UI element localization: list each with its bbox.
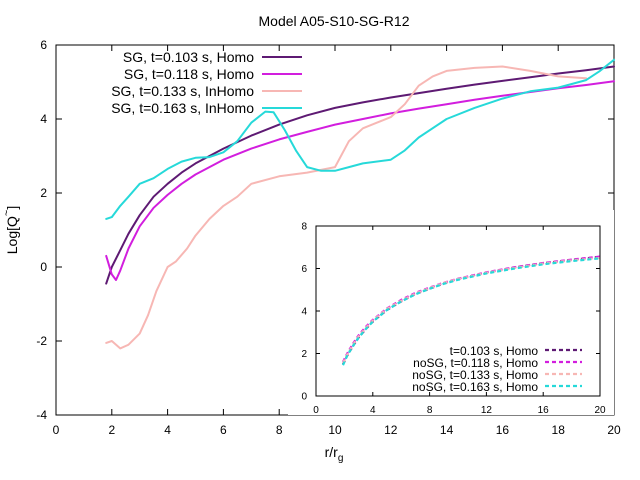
main-series-line-sg-t-0-118-s-homo xyxy=(105,80,615,281)
inset-x-tick-label: 8 xyxy=(427,405,433,416)
main-x-tick-label: 4 xyxy=(164,423,171,437)
inset-y-tick-label: 4 xyxy=(301,307,307,318)
inset-x-tick-label: 16 xyxy=(538,405,550,416)
main-y-tick-label: 6 xyxy=(40,38,47,52)
main-legend-label: SG, t=0.163 s, InHomo xyxy=(111,100,254,116)
main-x-tick-label: 6 xyxy=(220,423,227,437)
main-plot: Model A05-S10-SG-R12 0 2 4 6 8 10 12 14 16 18 20-4… xyxy=(1,13,621,464)
main-x-tick-label: 14 xyxy=(440,423,454,437)
main-y-tick-label: -2 xyxy=(36,334,47,348)
main-x-tick-label: 20 xyxy=(607,423,621,437)
inset-legend-label: noSG, t=0.163 s, Homo xyxy=(412,380,538,394)
inset-x-tick-label: 0 xyxy=(313,405,319,416)
inset-legend-label: noSG, t=0.133 s, Homo xyxy=(412,368,538,382)
main-x-tick-label: 8 xyxy=(276,423,283,437)
main-y-tick-label: 4 xyxy=(40,112,47,126)
inset-y-tick-label: 2 xyxy=(301,349,307,360)
main-y-tick-label: 0 xyxy=(40,260,47,274)
x-axis-label-subscript: g xyxy=(338,453,344,464)
inset-legend-label: noSG, t=0.118 s, Homo xyxy=(413,356,538,370)
main-legend-label: SG, t=0.133 s, InHomo xyxy=(111,83,254,99)
x-axis-label: r/rg xyxy=(325,444,344,464)
main-x-tick-label: 12 xyxy=(384,423,398,437)
inset-x-tick-label: 20 xyxy=(594,405,606,416)
inset-y-tick-label: 0 xyxy=(301,392,307,403)
main-legend-label: SG, t=0.103 s, Homo xyxy=(123,49,254,65)
y-axis-label-bracket: ] xyxy=(4,206,20,210)
inset-x-tick-label: 12 xyxy=(481,405,493,416)
main-x-tick-label: 18 xyxy=(552,423,566,437)
inset-y-tick-label: 6 xyxy=(301,264,307,275)
inset-legend-label: t=0.103 s, Homo xyxy=(450,344,539,358)
main-series-line-sg-t-0-163-s-inhomo xyxy=(105,58,615,220)
chart-title: Model A05-S10-SG-R12 xyxy=(259,13,410,29)
main-x-tick-label: 16 xyxy=(496,423,510,437)
inset-y-tick-label: 8 xyxy=(301,222,307,233)
main-series-line-sg-t-0-103-s-homo xyxy=(105,65,615,285)
main-series-line-sg-t-0-133-s-inhomo xyxy=(105,65,588,350)
inset-background xyxy=(288,210,614,415)
main-legend-label: SG, t=0.118 s, Homo xyxy=(124,66,254,82)
main-x-tick-label: 0 xyxy=(53,423,60,437)
main-y-tick-label: -4 xyxy=(36,408,47,422)
main-x-tick-label: 10 xyxy=(328,423,342,437)
inset-series-line-nosg-t-0-163-s-homo xyxy=(341,257,601,366)
main-x-tick-label: 2 xyxy=(108,423,115,437)
main-y-tick-label: 2 xyxy=(40,186,47,200)
inset-x-tick-label: 4 xyxy=(370,405,376,416)
y-axis-label-superscript: ~ xyxy=(1,210,13,216)
y-axis-label: Log[Q~] xyxy=(1,206,20,254)
